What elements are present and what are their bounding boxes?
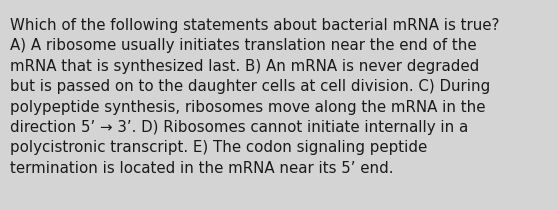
Text: Which of the following statements about bacterial mRNA is true?
A) A ribosome us: Which of the following statements about … (10, 18, 499, 176)
